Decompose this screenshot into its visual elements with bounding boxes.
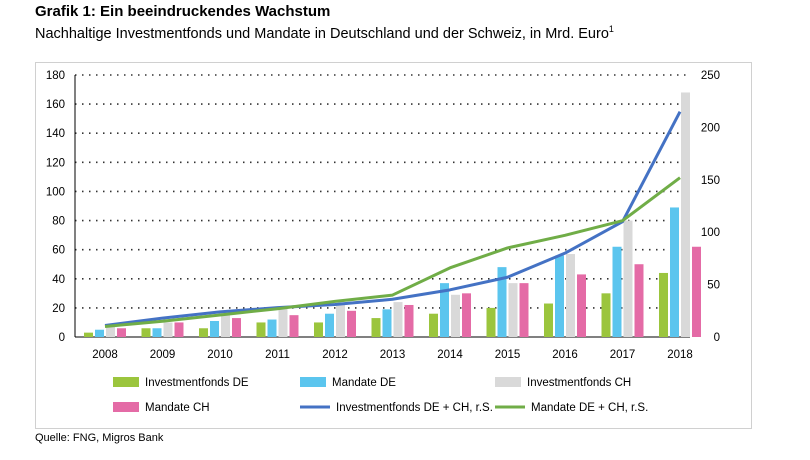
- bar-investmentfonds-ch: [508, 283, 518, 337]
- bar-investmentfonds-ch: [163, 322, 173, 337]
- x-tick-label: 2009: [150, 349, 176, 361]
- y-tick-label: 80: [52, 216, 65, 228]
- bar-mandate-de: [382, 309, 392, 337]
- bar-mandate-de: [152, 328, 162, 337]
- line-investmentfonds-de-ch-r-s-: [104, 110, 682, 327]
- bar-investmentfonds-ch: [336, 304, 345, 337]
- y2-tick-label: 100: [701, 227, 720, 239]
- bar-investmentfonds-ch: [221, 310, 230, 337]
- subtitle-text: Nachhaltige Investmentfonds und Mandate …: [35, 25, 609, 42]
- bar-investmentfonds-de: [659, 272, 668, 337]
- bar-investmentfonds-de: [544, 303, 553, 337]
- legend-label: Mandate DE: [332, 377, 396, 389]
- y-tick-label: 180: [46, 70, 65, 82]
- legend-swatch: [113, 402, 139, 412]
- bar-mandate-de: [325, 313, 334, 337]
- y2-tick-label: 0: [714, 332, 720, 344]
- y-tick-label: 0: [59, 332, 65, 344]
- bar-mandate-de: [670, 207, 679, 337]
- chart-frame: [35, 62, 752, 429]
- bar-investmentfonds-de: [429, 313, 438, 337]
- bar-mandate-ch: [117, 328, 126, 337]
- x-tick-label: 2015: [495, 349, 521, 361]
- legend-label: Investmentfonds DE: [145, 377, 249, 389]
- y-tick-label: 60: [52, 245, 65, 257]
- bar-investmentfonds-ch: [566, 254, 575, 337]
- bar-investmentfonds-ch: [451, 294, 460, 337]
- bar-investmentfonds-de: [601, 293, 611, 337]
- bar-mandate-ch: [462, 293, 471, 337]
- legend-swatch: [300, 377, 326, 387]
- bar-mandate-ch: [232, 318, 241, 337]
- bar-investmentfonds-ch: [393, 302, 403, 337]
- bar-investmentfonds-de: [371, 318, 381, 337]
- x-tick-label: 2013: [380, 349, 406, 361]
- bar-investmentfonds-de: [486, 307, 496, 337]
- bar-mandate-ch: [634, 264, 644, 337]
- bar-mandate-ch: [577, 274, 586, 337]
- y-tick-label: 20: [52, 303, 65, 315]
- y2-tick-label: 150: [701, 175, 720, 187]
- bar-mandate-de: [440, 283, 449, 337]
- source-note: Quelle: FNG, Migros Bank: [35, 432, 164, 444]
- legend-label: Mandate CH: [145, 402, 210, 414]
- bar-investmentfonds-de: [84, 332, 93, 337]
- y-tick-label: 100: [46, 186, 65, 198]
- bar-investmentfonds-de: [199, 328, 208, 337]
- bar-investmentfonds-de: [141, 328, 151, 337]
- chart-subtitle: Nachhaltige Investmentfonds und Mandate …: [35, 24, 614, 42]
- x-tick-label: 2017: [610, 349, 636, 361]
- x-tick-label: 2011: [265, 349, 290, 361]
- x-tick-label: 2014: [437, 349, 463, 361]
- footnote-marker: 1: [608, 24, 614, 34]
- bar-mandate-de: [95, 329, 104, 337]
- bar-mandate-ch: [519, 283, 529, 337]
- x-tick-label: 2008: [92, 349, 118, 361]
- legend-swatch: [113, 377, 139, 387]
- x-tick-label: 2012: [322, 349, 348, 361]
- y-tick-label: 160: [46, 99, 65, 111]
- line-mandate-de-ch-r-s-: [104, 176, 681, 329]
- bar-mandate-de: [210, 320, 219, 337]
- bar-mandate-ch: [692, 246, 701, 337]
- y-tick-label: 120: [46, 157, 65, 169]
- legend-label: Investmentfonds CH: [527, 377, 631, 389]
- x-tick-label: 2010: [207, 349, 233, 361]
- y2-tick-label: 200: [701, 122, 720, 134]
- bar-investmentfonds-ch: [623, 220, 633, 337]
- bar-mandate-de: [555, 255, 564, 337]
- legend-swatch: [495, 377, 521, 387]
- bar-mandate-de: [497, 267, 507, 337]
- bar-mandate-ch: [174, 322, 184, 337]
- legend-label: Investmentfonds DE + CH, r.S.: [336, 402, 493, 414]
- bar-investmentfonds-ch: [681, 92, 690, 337]
- x-tick-label: 2018: [667, 349, 693, 361]
- bar-investmentfonds-ch: [278, 307, 288, 337]
- y-tick-label: 140: [46, 128, 65, 140]
- y2-tick-label: 50: [707, 280, 720, 292]
- chart-title: Grafik 1: Ein beeindruckendes Wachstum: [35, 3, 331, 20]
- bar-mandate-de: [612, 246, 622, 337]
- bar-mandate-ch: [347, 310, 356, 337]
- bar-mandate-de: [267, 319, 277, 337]
- bar-mandate-ch: [289, 315, 299, 337]
- bar-investmentfonds-ch: [106, 326, 115, 337]
- bar-mandate-ch: [404, 304, 414, 337]
- bar-investmentfonds-de: [314, 322, 323, 337]
- x-tick-label: 2016: [552, 349, 578, 361]
- y2-tick-label: 250: [701, 70, 720, 82]
- bar-investmentfonds-de: [256, 322, 266, 337]
- legend-label: Mandate DE + CH, r.S.: [531, 402, 648, 414]
- y-tick-label: 40: [52, 274, 65, 286]
